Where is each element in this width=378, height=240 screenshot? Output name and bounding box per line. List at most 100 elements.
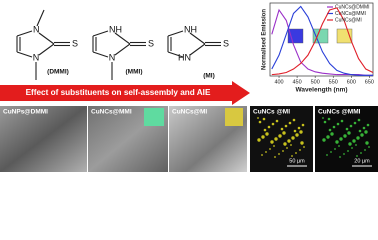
scale-label: 50 µm: [289, 158, 305, 164]
fluorescence-speck: [339, 156, 341, 158]
fluorescence-speck: [330, 132, 334, 136]
methyl: [36, 9, 45, 27]
x-tick-label: 600: [347, 79, 356, 85]
fluorescence-speck: [301, 123, 305, 127]
fluorescence-speck: [273, 145, 275, 147]
series-line: [271, 5, 373, 76]
fluorescence-speck: [351, 147, 353, 149]
atom-label: S: [148, 38, 154, 48]
fluorescence-speck: [300, 141, 304, 145]
atom-label: N: [33, 24, 40, 34]
fluorescence-speck: [258, 120, 262, 124]
atom-label: N: [109, 52, 116, 62]
atom-label: S: [72, 38, 78, 48]
molecule-label: (MMI): [126, 69, 143, 76]
bond: [38, 32, 55, 45]
atom-label: NH: [184, 24, 197, 34]
panel-label: CuNPs@DMMI: [3, 109, 48, 116]
fluorescence-speck: [284, 124, 288, 128]
panel-label: CuNCs @MI: [253, 109, 290, 116]
banner-text: Effect of substituents on self-assembly …: [26, 88, 211, 97]
fluorescence-speck: [282, 131, 286, 135]
fluorescence-speck: [345, 127, 349, 131]
bond: [114, 32, 131, 45]
fluorescence-speck: [364, 149, 366, 151]
fluorescence-speck: [326, 154, 328, 156]
fluorescence-speck: [366, 123, 370, 127]
atom-label: S: [223, 38, 229, 48]
fluorescence-speck: [352, 139, 356, 143]
inset-photo: [144, 108, 164, 126]
fluorescence-speck: [287, 139, 291, 143]
fluorescence-speck: [262, 117, 266, 121]
fluorescence-speck: [343, 153, 345, 155]
fluorescence-speck: [292, 118, 296, 122]
fluorescence-speck: [295, 152, 297, 154]
fluorescence-speck: [261, 135, 265, 139]
fluorescence-speck: [358, 129, 362, 133]
micrograph: [0, 106, 87, 172]
inset-photo: [225, 108, 243, 126]
fluorescence-speck: [293, 129, 297, 133]
fluorescence-speck: [334, 148, 336, 150]
molecule-label: (DMMI): [47, 69, 69, 76]
micrograph: [315, 106, 378, 172]
bond: [92, 30, 109, 37]
fluorescence-speck: [274, 137, 278, 141]
x-tick-label: 500: [311, 79, 320, 85]
fluorescence-speck: [291, 155, 293, 157]
fluorescence-speck: [270, 140, 274, 144]
atom-label: N: [33, 52, 40, 62]
fluorescence-speck: [288, 121, 292, 125]
fluorescence-speck: [271, 122, 275, 126]
bond: [167, 30, 184, 37]
graphical-abstract: Effect of substituents on self-assembly …: [0, 2, 378, 172]
fluorescence-speck: [348, 142, 352, 146]
fluorescence-speck: [360, 133, 364, 137]
fluorescence-speck: [336, 122, 340, 126]
bond: [16, 30, 33, 37]
x-tick-label: 650: [365, 79, 374, 85]
fluorescence-speck: [327, 117, 331, 121]
fluorescence-speck: [263, 128, 267, 132]
fluorescence-speck: [282, 150, 284, 152]
fluorescence-speck: [332, 125, 336, 129]
fluorescence-speck: [267, 125, 271, 129]
fluorescence-speck: [303, 146, 305, 148]
legend-label: CuNCs@MMI: [335, 11, 366, 17]
fluorescence-speck: [322, 117, 324, 119]
fluorescence-speck: [368, 146, 370, 148]
fluorescence-speck: [326, 135, 330, 139]
fluorescence-speck: [356, 136, 360, 140]
x-tick-label: 550: [329, 79, 338, 85]
y-axis-label: Normalised Emission: [262, 9, 268, 70]
fluorescence-speck: [330, 151, 332, 153]
bond: [167, 51, 184, 58]
fluorescence-speck: [328, 128, 332, 132]
fluorescence-speck: [360, 152, 362, 154]
fluorescence-speck: [343, 134, 347, 138]
fluorescence-speck: [356, 155, 358, 157]
bond: [114, 43, 131, 56]
fluorescence-speck: [365, 141, 369, 145]
fluorescence-speck: [353, 121, 357, 125]
panel-label: CuNCs @MMI: [318, 109, 361, 116]
scale-label: 20 µm: [354, 158, 370, 164]
fluorescence-speck: [274, 156, 276, 158]
fluorescence-speck: [357, 118, 361, 122]
bond: [92, 51, 109, 58]
fluorescence-speck: [269, 148, 271, 150]
fluorescence-speck: [355, 144, 357, 146]
fluorescence-speck: [261, 154, 263, 156]
fluorescence-speck: [257, 117, 259, 119]
fluorescence-speck: [278, 134, 282, 138]
fluorescence-speck: [299, 149, 301, 151]
bond: [189, 43, 206, 56]
fluorescence-speck: [257, 138, 261, 142]
fluorescence-speck: [335, 140, 339, 144]
fluorescence-speck: [291, 136, 295, 140]
fluorescence-speck: [322, 138, 326, 142]
fluorescence-speck: [280, 127, 284, 131]
fluorescence-speck: [290, 144, 292, 146]
fluorescence-speck: [265, 151, 267, 153]
